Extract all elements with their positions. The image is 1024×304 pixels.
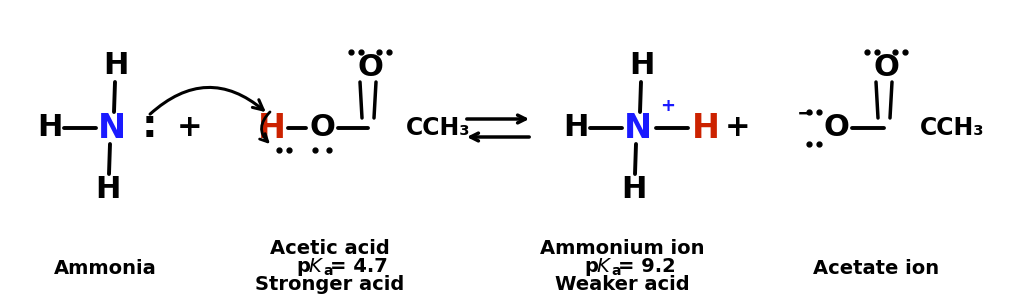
Text: Ammonium ion: Ammonium ion	[540, 239, 705, 257]
Text: +: +	[660, 97, 675, 115]
Text: $\mathit{K}$: $\mathit{K}$	[308, 257, 324, 277]
Text: H: H	[622, 175, 647, 205]
Text: +: +	[725, 113, 751, 143]
Text: CCH₃: CCH₃	[920, 116, 984, 140]
Text: O: O	[873, 54, 899, 82]
Text: $\mathit{K}$: $\mathit{K}$	[596, 257, 612, 277]
Text: N: N	[98, 112, 126, 144]
Text: O: O	[823, 113, 849, 143]
Text: :: :	[142, 107, 158, 145]
Text: N: N	[624, 112, 652, 144]
Text: H: H	[258, 112, 286, 144]
Text: a: a	[611, 264, 621, 278]
Text: H: H	[692, 112, 720, 144]
Text: p: p	[584, 257, 598, 277]
Text: O: O	[309, 113, 335, 143]
Text: Ammonia: Ammonia	[53, 258, 157, 278]
Text: = 9.2: = 9.2	[618, 257, 676, 277]
Text: p: p	[296, 257, 310, 277]
Text: = 4.7: = 4.7	[330, 257, 388, 277]
Text: O: O	[357, 54, 383, 82]
Text: H: H	[95, 175, 121, 205]
FancyArrowPatch shape	[151, 88, 263, 114]
Text: H: H	[563, 113, 589, 143]
Text: +: +	[177, 113, 203, 143]
Text: Weaker acid: Weaker acid	[555, 275, 689, 295]
FancyArrowPatch shape	[260, 112, 270, 142]
Text: Acetic acid: Acetic acid	[270, 239, 390, 257]
Text: CCH₃: CCH₃	[406, 116, 470, 140]
Text: H: H	[103, 51, 129, 81]
Text: H: H	[630, 51, 654, 81]
Text: −: −	[798, 104, 815, 124]
Text: a: a	[323, 264, 333, 278]
Text: H: H	[37, 113, 62, 143]
Text: Stronger acid: Stronger acid	[255, 275, 404, 295]
Text: Acetate ion: Acetate ion	[813, 258, 939, 278]
